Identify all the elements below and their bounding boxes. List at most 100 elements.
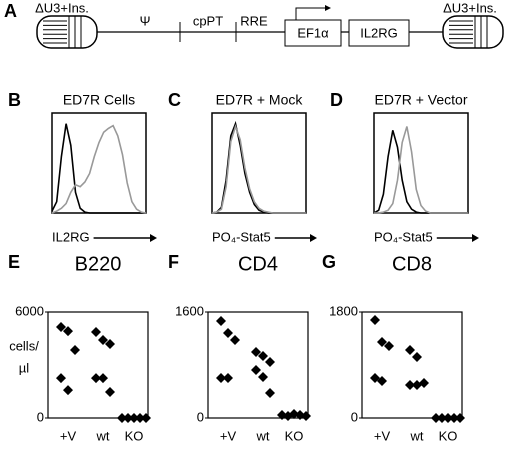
data-point — [405, 380, 415, 391]
data-point — [216, 316, 226, 327]
x-tick-label: +V — [60, 428, 77, 443]
data-point — [251, 347, 261, 358]
data-point — [437, 413, 447, 423]
histogram-curve — [373, 130, 468, 214]
data-point — [301, 411, 311, 422]
data-point — [277, 410, 287, 421]
data-point — [377, 337, 387, 348]
data-point — [91, 373, 101, 384]
data-point — [384, 340, 394, 351]
data-point — [449, 413, 459, 423]
y-tick-label: 0 — [37, 409, 44, 424]
ltr-label: ΔU3+Ins. — [35, 0, 89, 15]
ltr-label: ΔU3+Ins. — [443, 0, 497, 15]
panel-title: ED7R + Mock — [216, 92, 304, 108]
data-point — [443, 413, 453, 423]
panel-label: A — [4, 1, 17, 21]
y-tick-label: 0 — [351, 409, 358, 424]
gene-box — [348, 19, 410, 47]
data-point — [258, 350, 268, 361]
cppt-label: cpPT — [193, 13, 223, 28]
y-axis-label: cells/ — [9, 338, 39, 353]
data-point — [265, 388, 275, 399]
data-point — [63, 326, 73, 337]
data-point — [105, 387, 115, 398]
data-point — [63, 385, 73, 396]
plot-frame — [361, 311, 463, 419]
panel-label: D — [330, 90, 343, 110]
panel-title: CD4 — [238, 253, 278, 275]
data-point — [123, 413, 133, 423]
data-point — [105, 338, 115, 349]
data-point — [56, 322, 66, 333]
data-point — [129, 413, 139, 423]
panel-label: B — [8, 90, 21, 110]
plot-frame — [207, 311, 309, 419]
data-point — [455, 413, 465, 423]
panel-title: B220 — [75, 253, 122, 275]
histogram-curve — [374, 126, 468, 214]
x-tick-label: wt — [410, 428, 424, 443]
x-axis-label: PO₄-Stat5 — [374, 229, 433, 244]
data-point — [230, 335, 240, 346]
gene-label: IL2RG — [360, 25, 398, 40]
x-tick-label: +V — [374, 428, 391, 443]
promoter-arrowhead — [325, 5, 331, 11]
panel-label: C — [168, 90, 181, 110]
x-tick-label: wt — [256, 428, 270, 443]
axis-arrowhead — [472, 234, 479, 242]
panel-title: ED7R Cells — [63, 92, 135, 108]
data-point — [56, 373, 66, 384]
data-point — [70, 344, 80, 355]
data-point — [431, 413, 441, 423]
panel-label: E — [8, 252, 20, 272]
psi-label: Ψ — [140, 13, 151, 28]
data-point — [377, 376, 387, 387]
y-tick-label: 0 — [197, 409, 204, 424]
y-tick-label: 1800 — [329, 303, 358, 318]
data-point — [258, 371, 268, 382]
data-point — [370, 315, 380, 326]
y-tick-label: 6000 — [15, 303, 44, 318]
rre-label: RRE — [240, 13, 268, 28]
promoter-arrow — [295, 7, 325, 20]
x-tick-label: KO — [439, 428, 458, 443]
data-point — [265, 357, 275, 368]
x-axis-label: PO₄-Stat5 — [212, 229, 271, 244]
x-tick-label: KO — [125, 428, 144, 443]
y-tick-label: 1600 — [175, 303, 204, 318]
histogram-curve — [51, 124, 147, 214]
data-point — [98, 373, 108, 384]
ltr — [36, 15, 98, 49]
data-point — [223, 372, 233, 383]
x-tick-label: +V — [220, 428, 237, 443]
histogram-curve — [211, 120, 306, 214]
data-point — [405, 344, 415, 355]
data-point — [117, 413, 127, 423]
histogram-curve — [51, 123, 146, 214]
data-point — [412, 380, 422, 391]
ltr — [442, 15, 504, 49]
panel-label: F — [168, 252, 179, 272]
data-point — [370, 373, 380, 384]
data-point — [412, 351, 422, 362]
data-point — [135, 413, 145, 423]
x-tick-label: KO — [285, 428, 304, 443]
promoter-label: EF1α — [297, 25, 329, 40]
x-axis-label: IL2RG — [52, 229, 90, 244]
data-point — [295, 410, 305, 421]
axis-arrowhead — [310, 234, 317, 242]
axis-arrowhead — [150, 234, 157, 242]
panel-label: G — [322, 252, 336, 272]
plot-frame — [211, 112, 307, 214]
data-point — [98, 335, 108, 346]
histogram-curve — [211, 123, 306, 214]
data-point — [223, 328, 233, 339]
data-point — [91, 326, 101, 337]
x-tick-label: wt — [96, 428, 110, 443]
data-point — [289, 409, 299, 420]
panel-title: CD8 — [392, 253, 432, 275]
data-point — [141, 413, 151, 423]
plot-frame — [47, 311, 149, 419]
